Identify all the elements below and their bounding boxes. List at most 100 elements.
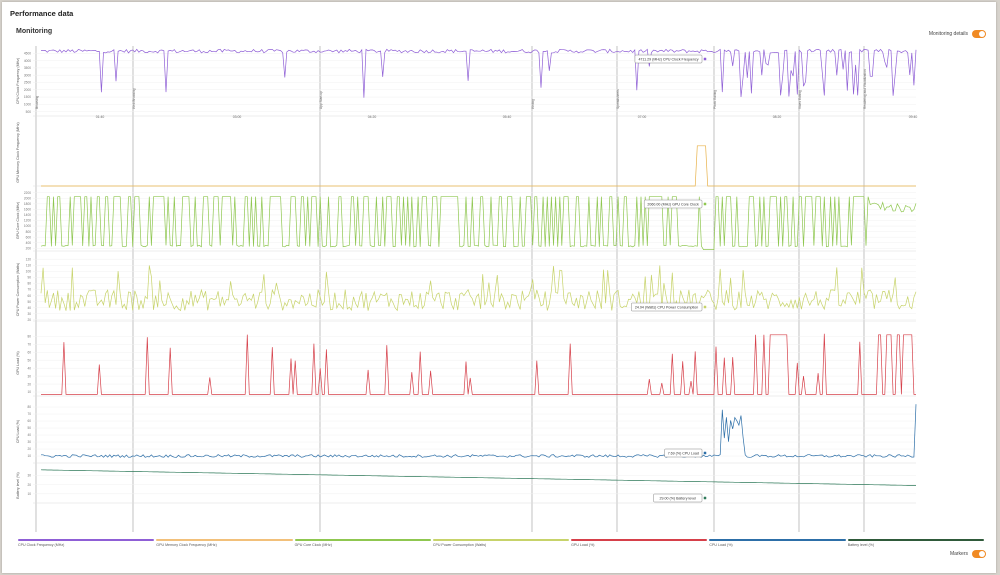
tooltip-box bbox=[643, 199, 703, 209]
y-tick-label: 1600 bbox=[24, 208, 31, 212]
series-line bbox=[41, 145, 916, 187]
y-tick-label: 2500 bbox=[24, 81, 31, 85]
y-tick-label: 40 bbox=[27, 366, 31, 370]
tooltip-text: 29.00 (%) Battery level bbox=[660, 496, 697, 500]
y-tick-label: 1500 bbox=[24, 95, 31, 99]
y-tick-label: 800 bbox=[26, 230, 32, 234]
y-axis-label: GPU Load (%) bbox=[16, 351, 20, 374]
legend-item[interactable]: CPU Clock Frequency (MHz) bbox=[18, 539, 155, 551]
page-title: Performance data bbox=[10, 9, 74, 18]
y-tick-label: 3000 bbox=[24, 73, 31, 77]
legend-label: CPU Power Consumption (Watts) bbox=[432, 543, 487, 547]
y-tick-label: 70 bbox=[27, 343, 31, 347]
toggle-knob bbox=[979, 551, 985, 557]
y-tick-label: 50 bbox=[27, 358, 31, 362]
time-tick-label: 09:40 bbox=[909, 115, 918, 119]
legend-color-bar bbox=[156, 539, 293, 541]
y-tick-label: 20 bbox=[27, 447, 31, 451]
tooltip-text: 2060.00 (MHz) GPU Core Clock bbox=[647, 202, 699, 206]
legend-color-bar bbox=[709, 539, 846, 541]
tooltip-point bbox=[703, 305, 707, 309]
time-tick-label: 01:40 bbox=[96, 115, 105, 119]
series-line bbox=[40, 469, 916, 486]
y-tick-label: 30 bbox=[27, 440, 31, 444]
y-tick-label: 30 bbox=[27, 312, 31, 316]
legend-label: CPU Clock Frequency (MHz) bbox=[18, 543, 65, 547]
y-axis-label: CPU Load (%) bbox=[16, 420, 20, 443]
y-tick-label: 70 bbox=[27, 412, 31, 416]
series-line bbox=[40, 196, 917, 250]
y-tick-label: 1400 bbox=[24, 213, 31, 217]
legend-label: GPU Core Clock (MHz) bbox=[294, 543, 332, 547]
tooltip-text: 4711.29 (MHz) CPU Clock Frequency bbox=[638, 57, 698, 61]
legend-label: Battery level (%) bbox=[847, 543, 875, 547]
time-tick-label: 05:40 bbox=[503, 115, 512, 119]
legend-item[interactable]: CPU Power Consumption (Watts) bbox=[432, 539, 570, 551]
y-tick-label: 500 bbox=[26, 110, 32, 114]
y-tick-label: 20 bbox=[27, 318, 31, 322]
y-tick-label: 4500 bbox=[24, 51, 31, 55]
y-tick-label: 60 bbox=[27, 350, 31, 354]
marker-label: Writing bbox=[531, 99, 535, 109]
monitoring-details-toggle[interactable] bbox=[972, 30, 986, 38]
marker-label: Video Editing bbox=[798, 90, 802, 109]
legend-item[interactable]: CPU Load (%) bbox=[709, 539, 846, 551]
y-tick-label: 110 bbox=[26, 263, 31, 267]
marker-label: Browsing bbox=[35, 96, 39, 109]
y-tick-label: 400 bbox=[26, 241, 32, 245]
legend-color-bar bbox=[847, 539, 984, 541]
y-tick-label: 70 bbox=[27, 288, 31, 292]
legend-color-bar bbox=[432, 539, 570, 541]
y-tick-label: 30 bbox=[27, 374, 31, 378]
tooltip-point bbox=[703, 451, 707, 455]
legend-item[interactable]: GPU Core Clock (MHz) bbox=[294, 539, 431, 551]
y-tick-label: 30 bbox=[27, 474, 31, 478]
y-tick-label: 40 bbox=[27, 433, 31, 437]
y-tick-label: 100 bbox=[26, 270, 32, 274]
time-tick-label: 07:00 bbox=[638, 115, 647, 119]
y-tick-label: 20 bbox=[27, 483, 31, 487]
legend-item[interactable]: GPU Memory Clock Frequency (MHz) bbox=[156, 539, 293, 551]
series-line bbox=[40, 48, 917, 98]
monitoring-details-label: Monitoring details bbox=[928, 31, 968, 37]
markers-row: Markers bbox=[950, 550, 986, 558]
y-tick-label: 4000 bbox=[24, 59, 31, 63]
y-axis-label: GPU Memory Clock Frequency (MHz) bbox=[16, 122, 20, 183]
legend: CPU Clock Frequency (MHz) GPU Memory Cloc… bbox=[18, 539, 986, 551]
tooltip-point bbox=[703, 496, 707, 500]
y-tick-label: 40 bbox=[27, 306, 31, 310]
legend-item[interactable]: GPU Load (%) bbox=[571, 539, 708, 551]
time-tick-label: 03:00 bbox=[233, 115, 242, 119]
y-axis-label: CPU Clock Frequency (MHz) bbox=[16, 58, 20, 104]
markers-toggle[interactable] bbox=[972, 550, 986, 558]
series-line bbox=[41, 404, 917, 458]
time-tick-label: 08:20 bbox=[773, 115, 782, 119]
legend-item[interactable]: Battery level (%) bbox=[847, 539, 984, 551]
y-tick-label: 600 bbox=[26, 235, 32, 239]
marker-label: Rendering and Visualization bbox=[863, 69, 867, 109]
tooltip-box bbox=[664, 448, 703, 458]
section-title: Monitoring bbox=[16, 28, 53, 35]
y-tick-label: 2000 bbox=[24, 88, 31, 92]
tooltip-text: 7.69 (%) CPU Load bbox=[668, 451, 699, 455]
y-axis-label: GPU Core Clock (MHz) bbox=[16, 202, 20, 239]
legend-color-bar bbox=[294, 539, 431, 541]
legend-label: CPU Load (%) bbox=[709, 543, 733, 547]
y-axis-label: Battery level (%) bbox=[16, 472, 20, 498]
y-tick-label: 1000 bbox=[24, 224, 31, 228]
y-tick-label: 80 bbox=[27, 405, 31, 409]
tooltip-point bbox=[703, 202, 707, 206]
y-tick-label: 200 bbox=[26, 246, 32, 250]
y-tick-label: 2200 bbox=[24, 191, 31, 195]
y-tick-label: 90 bbox=[27, 276, 31, 280]
y-tick-label: 10 bbox=[27, 390, 31, 394]
y-tick-label: 2000 bbox=[24, 197, 31, 201]
marker-label: Web Browsing bbox=[132, 88, 136, 109]
tooltip-box bbox=[653, 493, 703, 503]
legend-label: GPU Load (%) bbox=[571, 543, 595, 547]
y-tick-label: 10 bbox=[27, 492, 31, 496]
y-tick-label: 60 bbox=[27, 294, 31, 298]
y-tick-label: 50 bbox=[27, 426, 31, 430]
